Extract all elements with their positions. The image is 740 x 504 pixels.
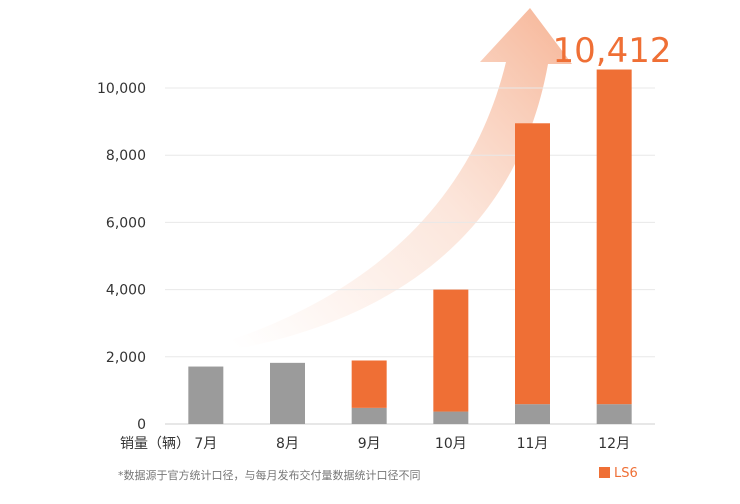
bar-segment-ls6	[515, 123, 550, 405]
x-axis-categories: 7月 8月 9月 10月 11月 12月	[194, 436, 630, 452]
y-tick-label: 2,000	[106, 350, 146, 366]
legend: LS6	[599, 466, 638, 481]
x-category-label: 10月	[435, 436, 467, 452]
y-axis-ticks: 0 2,000 4,000 6,000 8,000 10,000	[97, 81, 146, 433]
x-category-label: 9月	[358, 436, 381, 452]
x-category-label: 12月	[598, 436, 630, 452]
bar-segment-base	[270, 362, 305, 424]
y-tick-label: 6,000	[106, 215, 146, 231]
bar-segment-ls6	[351, 360, 387, 408]
bar-segment-base	[596, 404, 632, 424]
y-tick-label: 4,000	[106, 283, 146, 299]
x-category-label: 7月	[194, 436, 217, 452]
x-category-label: 11月	[517, 436, 549, 452]
bar-segment-base	[188, 366, 224, 424]
x-category-label: 8月	[276, 436, 299, 452]
highlight-value-label: 10,412	[553, 31, 672, 71]
footnote: *数据源于官方统计口径，与每月发布交付量数据统计口径不同	[118, 468, 421, 482]
bar-segment-ls6	[596, 69, 632, 405]
x-axis-title: 销量（辆）	[120, 436, 190, 452]
y-tick-label: 10,000	[97, 81, 146, 97]
gridlines	[165, 87, 655, 425]
bar-segment-base	[351, 407, 387, 424]
y-tick-label: 8,000	[106, 148, 146, 164]
legend-label-ls6: LS6	[614, 466, 638, 481]
legend-swatch-ls6	[599, 467, 610, 478]
bars	[188, 69, 632, 424]
bar-segment-base	[515, 404, 550, 424]
y-tick-label: 0	[137, 417, 146, 433]
bar-segment-ls6	[433, 289, 469, 412]
bar-segment-base	[433, 411, 469, 424]
trend-arrow-icon	[215, 8, 572, 352]
